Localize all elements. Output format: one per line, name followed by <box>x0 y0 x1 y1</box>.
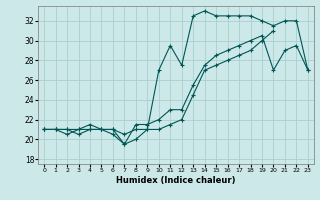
X-axis label: Humidex (Indice chaleur): Humidex (Indice chaleur) <box>116 176 236 185</box>
